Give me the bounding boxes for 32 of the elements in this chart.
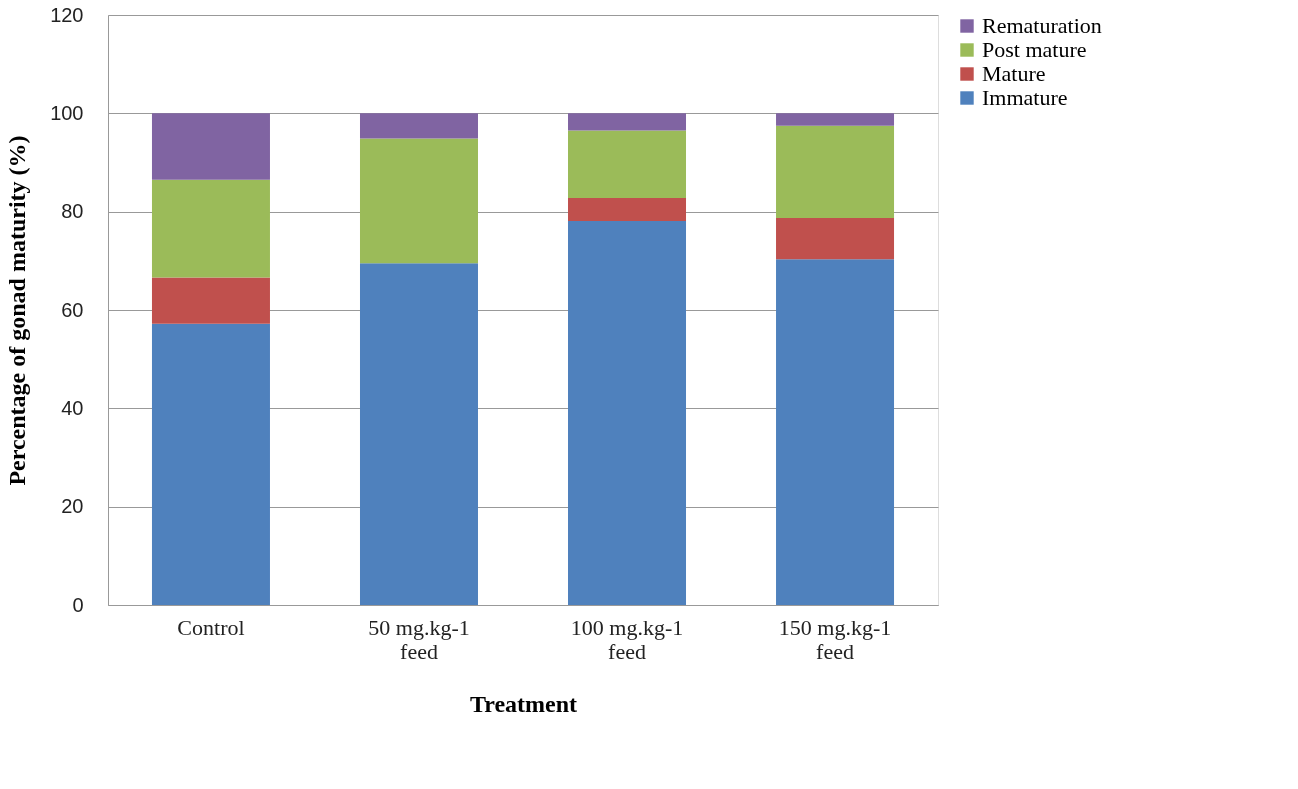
bar bbox=[359, 263, 478, 605]
y-tick-label: 100 bbox=[50, 101, 84, 124]
legend-label: Rematuration bbox=[982, 13, 1102, 38]
x-tick-label: Control bbox=[177, 614, 245, 640]
bar bbox=[568, 221, 687, 605]
bar bbox=[568, 197, 687, 222]
bar bbox=[776, 259, 895, 605]
y-tick-label: 60 bbox=[61, 298, 84, 321]
legend-label: Immature bbox=[982, 85, 1068, 110]
y-tick-label: 120 bbox=[50, 3, 84, 26]
bar bbox=[151, 323, 270, 605]
bar bbox=[568, 113, 687, 131]
legend-label: Post mature bbox=[982, 37, 1087, 62]
x-tick-label: 100 mg.kg-1 feed bbox=[570, 614, 684, 664]
y-tick-label: 40 bbox=[61, 396, 84, 419]
bar bbox=[151, 277, 270, 324]
legend-label: Mature bbox=[982, 61, 1046, 86]
x-tick-label: 50 mg.kg-1 feed bbox=[368, 614, 470, 664]
bar bbox=[776, 218, 895, 260]
bar bbox=[776, 125, 895, 219]
bar bbox=[151, 113, 270, 180]
y-axis-title: Percentage of gonad maturity (%) bbox=[4, 135, 31, 486]
x-tick-label: 150 mg.kg-1 feed bbox=[778, 614, 892, 664]
y-tick-label: 20 bbox=[61, 495, 84, 518]
bar bbox=[359, 113, 478, 139]
x-axis-title: Treatment bbox=[469, 690, 578, 717]
bar bbox=[776, 113, 895, 126]
bar bbox=[359, 138, 478, 264]
bar bbox=[568, 130, 687, 198]
bar bbox=[151, 179, 270, 278]
y-tick-label: 80 bbox=[61, 200, 84, 223]
y-tick-label: 0 bbox=[72, 593, 84, 616]
